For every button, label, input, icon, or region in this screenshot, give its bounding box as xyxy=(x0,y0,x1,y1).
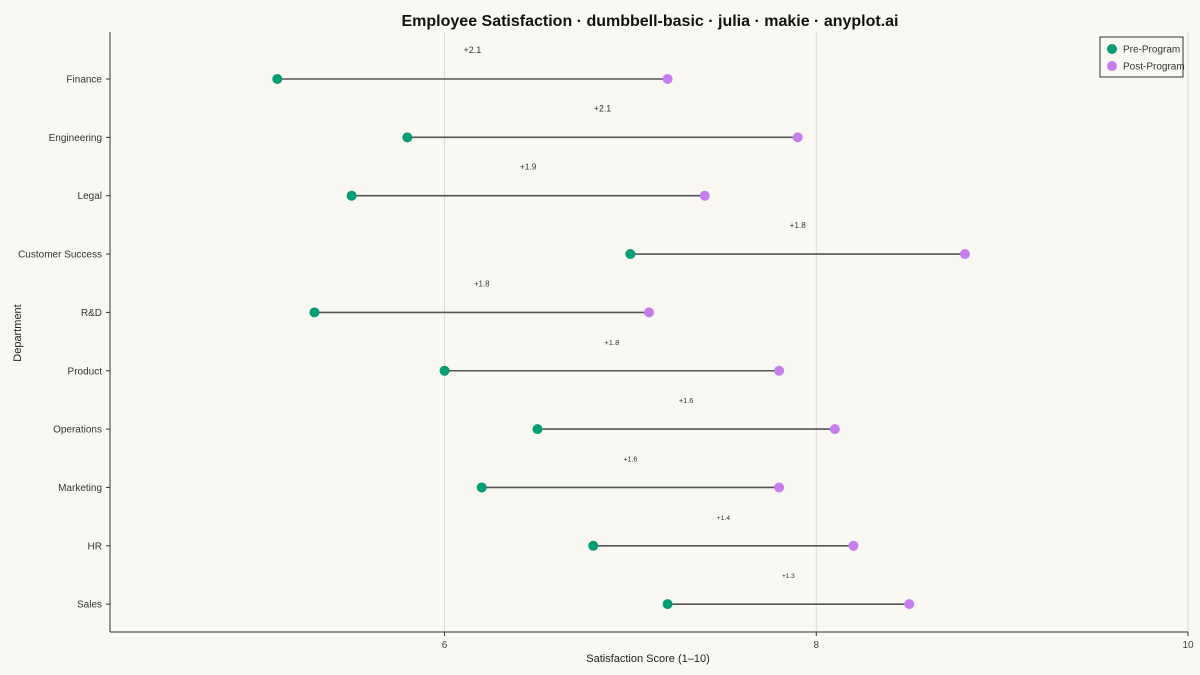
x-tick-label: 8 xyxy=(813,640,819,651)
pre-program-point xyxy=(439,365,450,376)
chart-title: Employee Satisfaction · dumbbell-basic ·… xyxy=(402,13,899,30)
category-label: Finance xyxy=(66,75,102,86)
difference-label: +1.6 xyxy=(679,396,693,405)
pre-program-point xyxy=(625,249,636,260)
pre-program-point xyxy=(402,132,413,143)
difference-label: +1.8 xyxy=(790,221,807,230)
x-tick-label: 10 xyxy=(1182,640,1194,651)
difference-label: +1.9 xyxy=(520,162,537,172)
difference-label: +1.8 xyxy=(474,279,490,288)
pre-program-point xyxy=(272,74,283,84)
legend-label: Pre-Program xyxy=(1123,45,1180,56)
post-program-point xyxy=(792,132,803,143)
difference-label: +1.4 xyxy=(717,515,731,522)
legend: Pre-Program Post-Program xyxy=(1099,36,1185,78)
difference-label: +1.3 xyxy=(782,573,795,580)
pre-program-point xyxy=(346,190,357,201)
post-program-point xyxy=(959,249,970,260)
post-program-point xyxy=(774,365,785,376)
category-label: Engineering xyxy=(49,133,102,144)
legend-label: Post-Program xyxy=(1123,62,1185,73)
x-tick-label: 6 xyxy=(442,640,448,651)
x-axis-title: Satisfaction Score (1–10) xyxy=(586,653,710,665)
category-label: Legal xyxy=(78,191,102,202)
pre-program-point xyxy=(532,424,543,435)
category-label: Marketing xyxy=(58,483,102,494)
difference-label: +1.6 xyxy=(623,456,637,463)
post-program-point xyxy=(848,540,859,551)
post-program-point xyxy=(644,307,654,318)
category-label: Product xyxy=(68,366,103,377)
legend-marker xyxy=(1107,44,1117,54)
y-axis-title: Department xyxy=(12,304,24,361)
post-program-point xyxy=(904,599,915,610)
category-label: R&D xyxy=(81,308,102,319)
legend-marker xyxy=(1107,61,1117,71)
pre-program-point xyxy=(309,307,320,318)
post-program-point xyxy=(774,482,785,493)
category-label: HR xyxy=(88,541,102,552)
pre-program-point xyxy=(588,540,599,551)
pre-program-point xyxy=(476,482,487,493)
difference-label: +1.8 xyxy=(604,338,619,347)
category-label: Operations xyxy=(53,425,102,436)
pre-program-point xyxy=(662,599,673,610)
difference-label: +2.1 xyxy=(464,45,482,55)
post-program-point xyxy=(662,74,673,84)
post-program-point xyxy=(829,424,840,435)
difference-label: +2.1 xyxy=(594,103,611,113)
category-label: Customer Success xyxy=(18,250,102,261)
plot-area: 6 8 10 Finance +2.1 Engineering +2.1 Legal +1.9 C… xyxy=(18,32,1194,651)
category-label: Sales xyxy=(77,600,102,611)
post-program-point xyxy=(699,190,710,201)
